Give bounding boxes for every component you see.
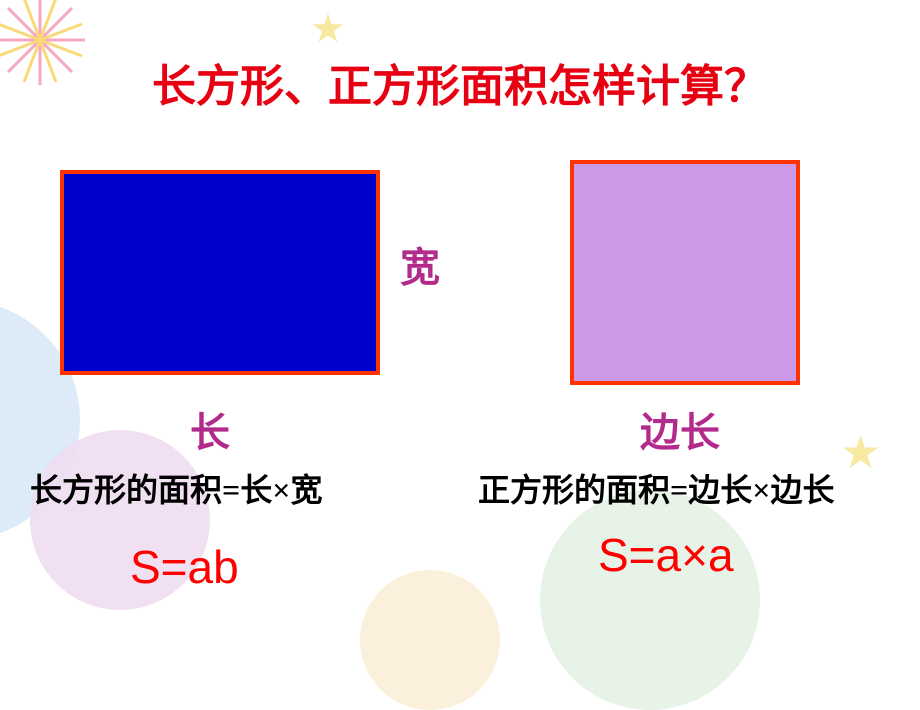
rectangle-shape	[60, 170, 380, 375]
title-text: 长方形、正方形面积怎样计算	[152, 62, 724, 111]
rectangle-width-label: 宽	[400, 235, 440, 293]
square-formula-symbol: S=a×a	[598, 528, 734, 582]
title-question-mark: ？	[724, 62, 768, 111]
rectangle-formula-text: 长方形的面积=长×宽	[30, 465, 322, 511]
rectangle-formula-symbol: S=ab	[130, 540, 239, 594]
slide-title: 长方形、正方形面积怎样计算？	[0, 50, 920, 114]
rectangle-length-label: 长	[190, 400, 230, 458]
square-formula-text: 正方形的面积=边长×边长	[478, 465, 834, 511]
slide-content: 长方形、正方形面积怎样计算？ 宽 长 长方形的面积=长×宽 S=ab 边长 正方…	[0, 0, 920, 690]
square-shape	[570, 160, 800, 385]
square-side-label: 边长	[640, 400, 720, 458]
